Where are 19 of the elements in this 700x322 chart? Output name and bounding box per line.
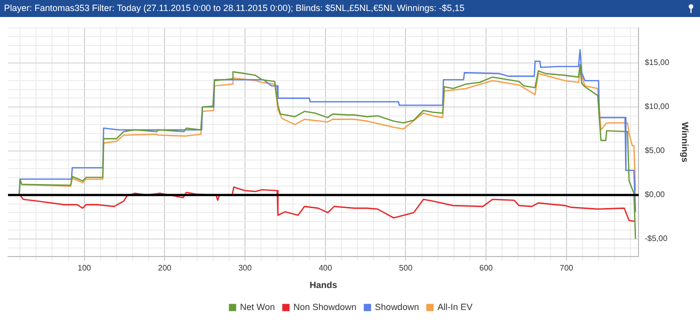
x-tick-label: 200: [158, 264, 172, 273]
x-tick-label: 600: [479, 264, 494, 273]
y-tick-label: $0,00: [644, 190, 666, 200]
x-tick-label: 300: [238, 264, 252, 273]
y-axis-title: Winnings: [680, 122, 690, 162]
y-tick-label: $15,00: [644, 58, 670, 68]
y-tick-label: $10,00: [644, 102, 670, 112]
x-tick-label: 700: [560, 264, 574, 273]
x-tick-label: 400: [318, 264, 333, 273]
chart-title: Player: Fantomas353 Filter: Today (27.11.2015 0:00 to 28.11.2015 0:00); Blinds: $5NL,£5NL,€5NL Winnings: -$5,15: [3, 3, 464, 13]
x-tick-label: 500: [399, 264, 413, 273]
x-tick-label: 100: [78, 264, 92, 273]
y-tick-label: -$5,00: [644, 234, 668, 244]
legend-label: All-In EV: [437, 302, 472, 312]
legend-label: Non Showdown: [293, 302, 356, 312]
x-axis-title: Hands: [310, 280, 338, 290]
legend-label: Showdown: [374, 302, 419, 312]
y-tick-label: $5,00: [644, 146, 666, 156]
legend-label: Net Won: [240, 302, 275, 312]
